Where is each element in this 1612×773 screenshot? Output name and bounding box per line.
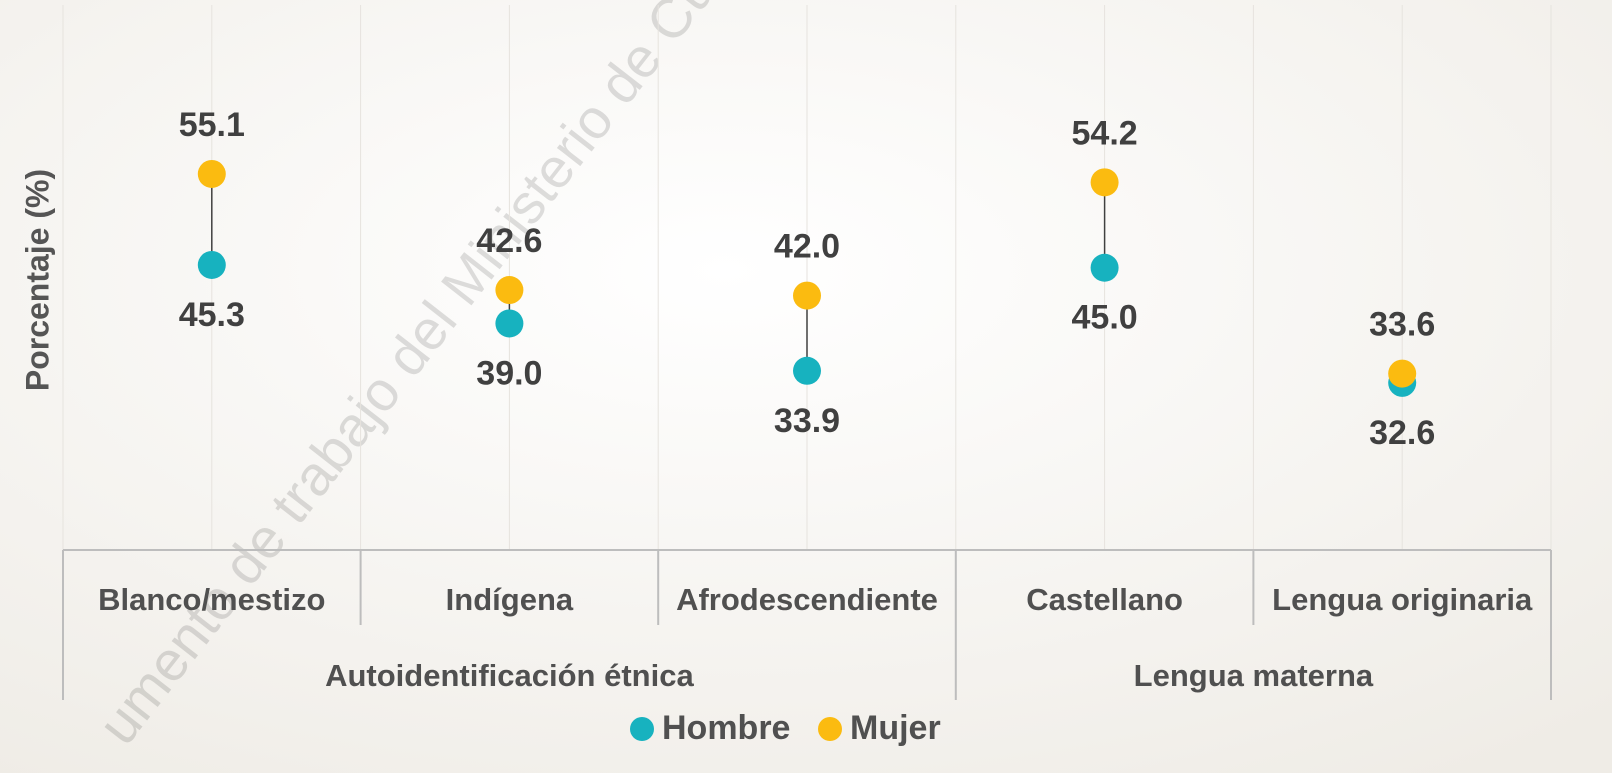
legend-label: Mujer [850, 709, 941, 747]
x-tick-label: Indígena [446, 582, 574, 617]
data-label: 42.0 [774, 228, 840, 266]
x-tick-label: Blanco/mestizo [98, 582, 325, 617]
group-label: Lengua materna [1134, 658, 1374, 693]
dot [793, 356, 821, 385]
data-label: 39.0 [476, 354, 542, 392]
data-label: 45.0 [1072, 299, 1138, 337]
data-label: 55.1 [179, 106, 245, 144]
x-tick-label: Lengua originaria [1272, 582, 1533, 617]
dot [197, 159, 226, 188]
legend-marker [818, 717, 842, 741]
data-label: 42.6 [476, 222, 542, 260]
data-label: 32.6 [1369, 414, 1435, 452]
dot [495, 276, 524, 305]
data-label: 45.3 [179, 296, 245, 334]
dot [1090, 168, 1119, 197]
legend-label: Hombre [662, 709, 790, 747]
dot [1090, 253, 1119, 282]
data-label: 33.9 [774, 402, 840, 440]
group-label: Autoidentificación étnica [325, 658, 694, 693]
y-axis-label: Porcentaje (%) [19, 169, 55, 391]
dot [1388, 359, 1417, 388]
data-label: 54.2 [1072, 114, 1138, 152]
x-tick-label: Afrodescendiente [676, 582, 938, 617]
data-label: 33.6 [1369, 306, 1435, 344]
x-tick-label: Castellano [1026, 582, 1183, 617]
dot [197, 250, 226, 279]
legend-marker [630, 717, 654, 741]
dot [793, 281, 821, 310]
dot [495, 309, 524, 338]
